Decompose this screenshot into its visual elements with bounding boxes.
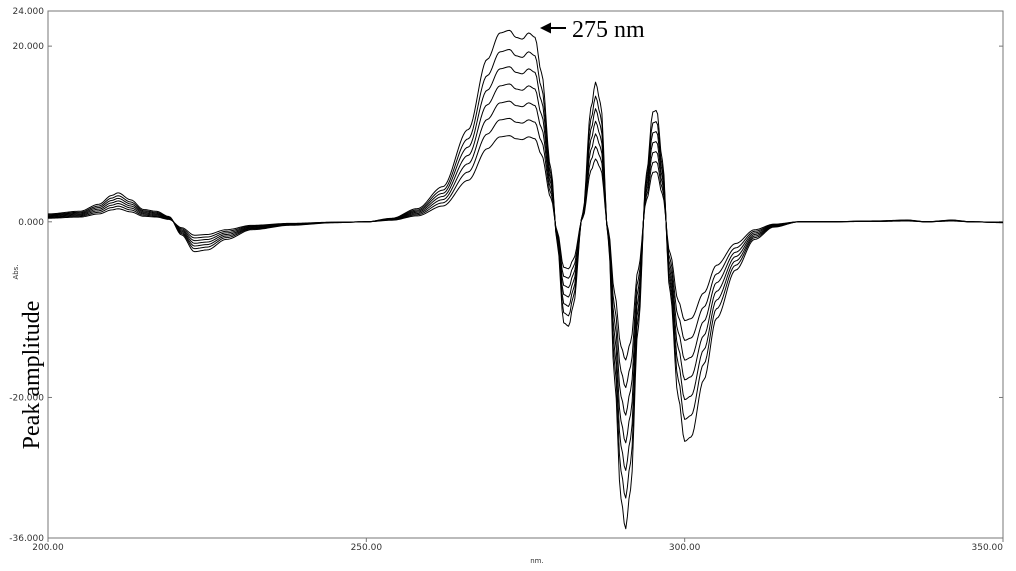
- series-line-6: [47, 48, 1004, 499]
- series-line-5: [47, 66, 1003, 471]
- series-group: [47, 29, 1004, 530]
- x-tick-label: 250.00: [351, 543, 383, 553]
- y-axis-label: Peak amplitude: [19, 301, 45, 450]
- y-tick-label: 0.000: [18, 218, 44, 228]
- y-tick-label: 20.000: [13, 42, 45, 52]
- series-line-1: [47, 135, 1004, 361]
- y-tick-label: -20.000: [9, 393, 44, 403]
- x-axis-label: nm.: [530, 557, 543, 565]
- annotation-275nm: 275 nm: [540, 17, 645, 43]
- axis-ticks: 200.00 250.00 300.00 350.00 24.000 20.000 0.00…: [9, 7, 1004, 553]
- y-tick-label: 24.000: [13, 7, 45, 17]
- annotation-label: 275 nm: [572, 17, 645, 43]
- series-line-2: [47, 117, 1003, 389]
- x-tick-label: 350.00: [972, 543, 1004, 553]
- y-axis-small-label: Abs.: [12, 264, 20, 279]
- x-tick-label: 200.00: [32, 543, 64, 553]
- series-line-3: [47, 100, 1003, 416]
- x-tick-label: 300.00: [669, 543, 701, 553]
- plot-frame: [47, 10, 1004, 539]
- annotation-arrowhead: [540, 22, 551, 34]
- series-line-7: [47, 29, 1004, 530]
- y-tick-label: -36.000: [9, 534, 44, 544]
